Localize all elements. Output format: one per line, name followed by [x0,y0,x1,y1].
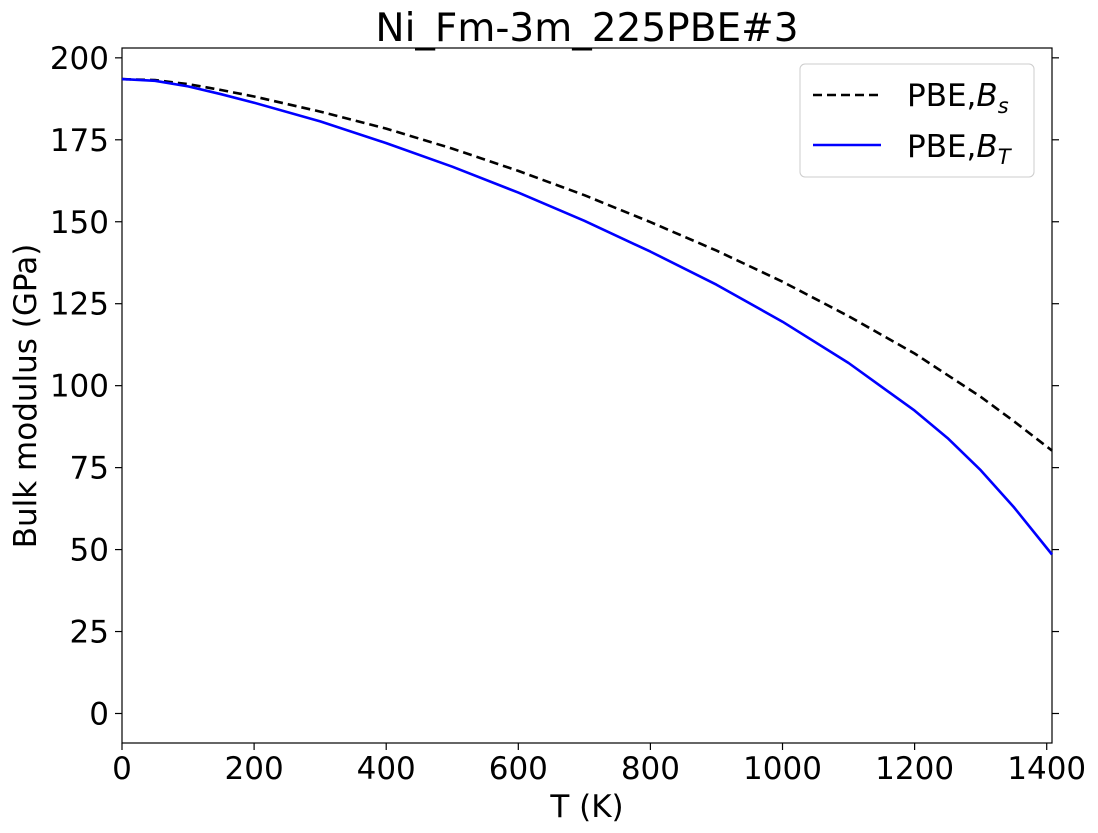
y-tick-label: 25 [70,615,109,651]
y-tick-label: 150 [50,205,109,241]
y-axis: 0 25 50 75 100 125 150 175 200 [50,41,1059,732]
chart-title: Ni_Fm-3m_225PBE#3 [375,6,798,51]
series-layer [121,77,1054,556]
y-tick-label: 200 [50,41,109,77]
x-tick-label: 1000 [743,751,822,787]
y-tick-label: 100 [50,369,109,405]
x-tick-label: 1400 [1007,751,1086,787]
x-axis: 0 200 400 600 800 1000 1200 1400 [112,743,1086,787]
series-line-0 [121,77,1053,452]
y-tick-label: 50 [70,533,109,569]
y-tick-label: 125 [50,287,109,323]
x-tick-label: 200 [225,751,284,787]
y-tick-label: 75 [70,451,109,487]
series-line-1 [121,77,1054,556]
legend-label-bs: PBE,Bs [907,78,1009,118]
x-axis-label: T (K) [549,789,623,825]
x-tick-label: 600 [489,751,548,787]
legend-label-bt: PBE,BT [907,129,1013,169]
x-tick-label: 1200 [875,751,954,787]
plot-frame [121,47,1053,744]
legend: PBE,Bs PBE,BT [799,63,1035,178]
y-tick-label: 175 [50,123,109,159]
x-tick-label: 800 [621,751,680,787]
y-tick-label: 0 [89,696,109,732]
x-tick-label: 0 [112,751,132,787]
y-axis-label: Bulk modulus (GPa) [8,244,44,549]
legend-box [799,63,1035,178]
x-tick-label: 400 [357,751,416,787]
